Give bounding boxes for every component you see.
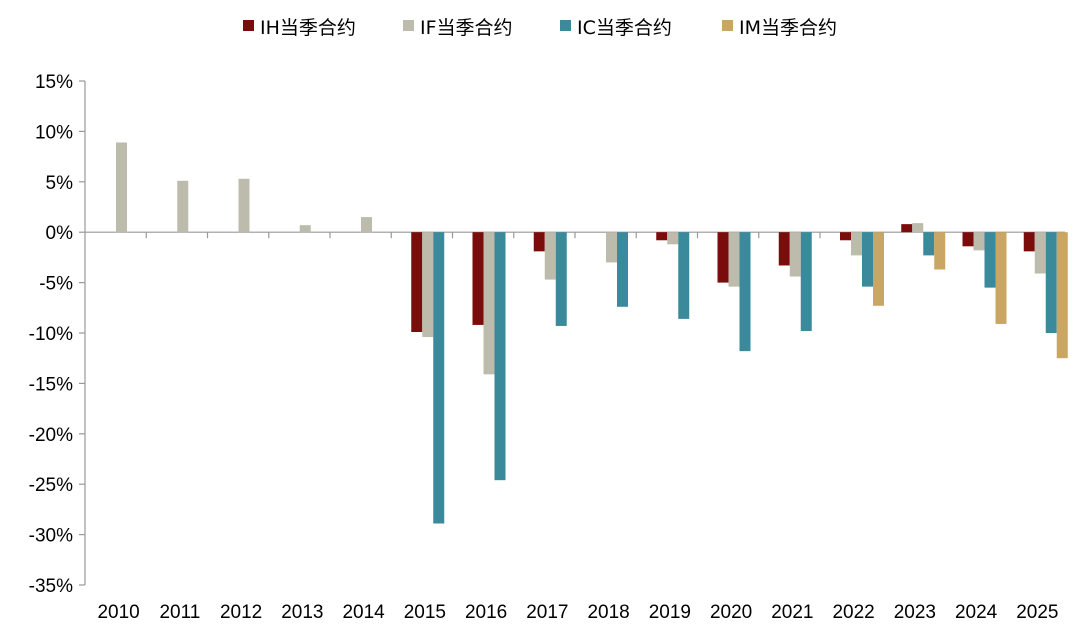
x-tick-label: 2017 [526, 602, 568, 623]
legend-label: IF当季合约 [420, 17, 513, 39]
x-tick-label: 2011 [159, 602, 200, 623]
bar [739, 232, 751, 352]
y-tick-label: 0% [46, 223, 74, 244]
bar [862, 232, 873, 287]
bar [840, 232, 851, 241]
bar [717, 232, 729, 283]
legend-label: IC当季合约 [577, 17, 672, 39]
bar [973, 232, 985, 251]
y-tick-label: 15% [35, 72, 73, 93]
legend-swatch [560, 20, 571, 31]
bar [494, 232, 506, 481]
bar [1045, 232, 1057, 333]
bar [962, 232, 974, 247]
bar [667, 232, 679, 245]
x-tick-label: 2021 [771, 602, 813, 623]
bar [422, 232, 434, 338]
axes: 15% 10% 5% 0% -5% -10% -15% -20% -25% -30% -35% 201… [29, 72, 1065, 623]
bar [544, 232, 556, 280]
bar [411, 232, 423, 332]
x-tick-label: 2010 [97, 602, 139, 623]
x-tick-label: 2025 [1016, 602, 1058, 623]
y-tick-label: -30% [29, 526, 73, 547]
bar [617, 232, 628, 307]
bar [778, 232, 790, 266]
x-tick-label: 2013 [281, 602, 323, 623]
legend-swatch [243, 20, 254, 31]
bar [851, 232, 862, 256]
bar [483, 232, 495, 375]
x-tick-label: 2015 [404, 602, 446, 623]
bar [433, 232, 445, 524]
bar [116, 142, 127, 233]
bar [923, 232, 935, 256]
legend-swatch [403, 20, 414, 31]
y-tick-label: -20% [29, 425, 73, 446]
y-tick-label: -5% [39, 274, 73, 295]
bar [299, 225, 311, 233]
legend-swatch [722, 20, 733, 31]
y-tick-label: 5% [46, 173, 74, 194]
bar [912, 223, 924, 233]
x-tick-label: 2024 [955, 602, 998, 623]
bar [934, 232, 946, 270]
x-tick-label: 2023 [894, 602, 936, 623]
bar [1023, 232, 1035, 252]
bar [555, 232, 567, 326]
bar [728, 232, 740, 287]
bar [472, 232, 484, 325]
x-tick-label: 2014 [342, 602, 385, 623]
bar [789, 232, 801, 277]
bar [901, 224, 913, 233]
x-tick-label: 2019 [649, 602, 691, 623]
x-tick-label: 2022 [832, 602, 874, 623]
bar [656, 232, 668, 241]
bar [238, 178, 250, 233]
y-tick-label: -15% [29, 374, 73, 395]
bar [177, 180, 189, 233]
x-tick-label: 2012 [220, 602, 262, 623]
bar [800, 232, 812, 331]
legend-label: IM当季合约 [739, 17, 837, 39]
x-tick-label: 2018 [587, 602, 629, 623]
bar [984, 232, 996, 288]
legend: IH当季合约 IF当季合约 IC当季合约 IM当季合约 [243, 17, 837, 39]
bar [873, 232, 884, 306]
bars [116, 142, 1068, 524]
bar [361, 217, 372, 233]
bar [1056, 232, 1068, 359]
bar [606, 232, 617, 263]
y-tick-label: -35% [29, 576, 73, 597]
x-tick-label: 2016 [465, 602, 507, 623]
y-tick-label: 10% [35, 122, 73, 143]
y-tick-label: -10% [29, 324, 73, 345]
bar [533, 232, 545, 252]
y-tick-label: -25% [29, 475, 73, 496]
bar [995, 232, 1007, 324]
legend-label: IH当季合约 [260, 17, 356, 39]
bar [1034, 232, 1046, 274]
x-tick-label: 2020 [710, 602, 752, 623]
bar [678, 232, 690, 319]
